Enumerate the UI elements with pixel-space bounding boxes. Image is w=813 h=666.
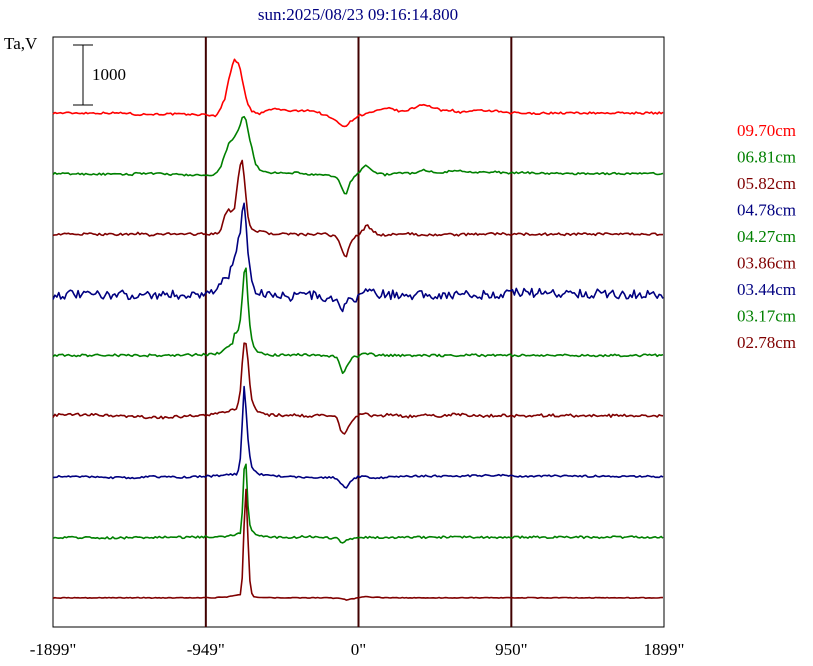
legend-entry: 09.70cm [737, 121, 796, 140]
legend-entry: 03.86cm [737, 254, 796, 273]
x-tick-label: 950" [495, 640, 527, 659]
trace-03.17cm [52, 463, 664, 544]
legend-entry: 05.82cm [737, 174, 796, 193]
scale-bar-label: 1000 [92, 65, 126, 84]
legend-entry: 04.27cm [737, 227, 796, 246]
x-tick-label: 1899" [644, 640, 685, 659]
trace-02.78cm [52, 488, 664, 601]
legend: 09.70cm 06.81cm 05.82cm 04.78cm 04.27cm 03.86… [737, 121, 796, 352]
trace-04.27cm [52, 267, 664, 375]
trace-06.81cm [52, 115, 664, 195]
legend-entry: 06.81cm [737, 148, 796, 167]
legend-entry: 03.17cm [737, 307, 796, 326]
trace-04.78cm [52, 202, 664, 313]
y-axis-label: Ta,V [4, 34, 38, 53]
x-axis-tick-labels: -1899" -949" 0" 950" 1899" [30, 640, 685, 659]
reference-vertical-lines [204, 37, 513, 627]
trace-03.86cm [52, 342, 664, 435]
legend-entry: 02.78cm [737, 333, 796, 352]
x-tick-label: 0" [351, 640, 366, 659]
trace-03.44cm [52, 385, 664, 489]
x-tick-label: -1899" [30, 640, 77, 659]
scale-bar: 1000 [73, 44, 126, 106]
chart-title: sun:2025/08/23 09:16:14.800 [258, 5, 458, 24]
data-traces [52, 58, 664, 601]
trace-05.82cm [52, 159, 664, 258]
legend-entry: 03.44cm [737, 280, 796, 299]
trace-09.70cm [52, 58, 664, 128]
x-tick-label: -949" [187, 640, 225, 659]
legend-entry: 04.78cm [737, 201, 796, 220]
